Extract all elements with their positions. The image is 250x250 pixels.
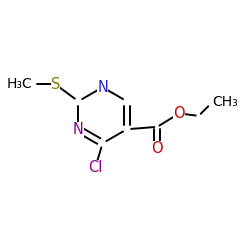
Text: N: N	[73, 122, 84, 137]
Text: CH₃: CH₃	[212, 96, 238, 110]
Text: O: O	[173, 106, 185, 121]
Text: H₃C: H₃C	[6, 77, 32, 91]
Text: N: N	[97, 80, 108, 95]
Text: Cl: Cl	[88, 160, 102, 175]
Text: S: S	[50, 77, 60, 92]
Text: O: O	[152, 141, 163, 156]
